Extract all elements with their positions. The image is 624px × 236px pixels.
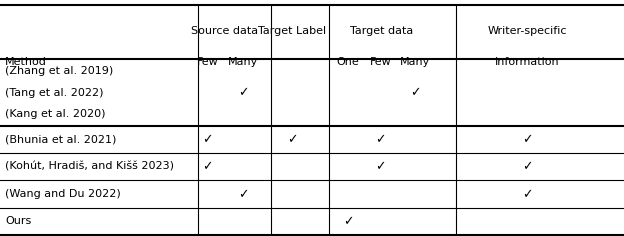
Text: ✓: ✓ [410, 86, 420, 99]
Text: Information: Information [495, 57, 560, 67]
Text: (Kohút, Hradiš, and Kišš 2023): (Kohút, Hradiš, and Kišš 2023) [5, 162, 174, 172]
Text: Many: Many [400, 57, 430, 67]
Text: Ours: Ours [5, 216, 31, 226]
Text: ✓: ✓ [522, 160, 532, 173]
Text: Many: Many [228, 57, 258, 67]
Text: ✓: ✓ [203, 133, 213, 146]
Text: (Bhunia et al. 2021): (Bhunia et al. 2021) [5, 134, 116, 144]
Text: Few: Few [197, 57, 218, 67]
Text: ✓: ✓ [522, 133, 532, 146]
Text: ✓: ✓ [376, 160, 386, 173]
Text: (Tang et al. 2022): (Tang et al. 2022) [5, 88, 104, 97]
Text: Writer-specific: Writer-specific [487, 26, 567, 36]
Text: ✓: ✓ [376, 133, 386, 146]
Text: Method: Method [5, 57, 47, 67]
Text: (Kang et al. 2020): (Kang et al. 2020) [5, 109, 105, 119]
Text: (Wang and Du 2022): (Wang and Du 2022) [5, 189, 120, 199]
Text: One: One [337, 57, 359, 67]
Text: Target data: Target data [350, 26, 414, 36]
Text: (Zhang et al. 2019): (Zhang et al. 2019) [5, 66, 113, 76]
Text: ✓: ✓ [238, 188, 248, 201]
Text: ✓: ✓ [238, 86, 248, 99]
Text: ✓: ✓ [203, 160, 213, 173]
Text: Target Label: Target Label [258, 26, 326, 36]
Text: ✓: ✓ [287, 133, 297, 146]
Text: ✓: ✓ [343, 215, 353, 228]
Text: Source data: Source data [191, 26, 258, 36]
Text: ✓: ✓ [522, 188, 532, 201]
Text: Few: Few [370, 57, 391, 67]
